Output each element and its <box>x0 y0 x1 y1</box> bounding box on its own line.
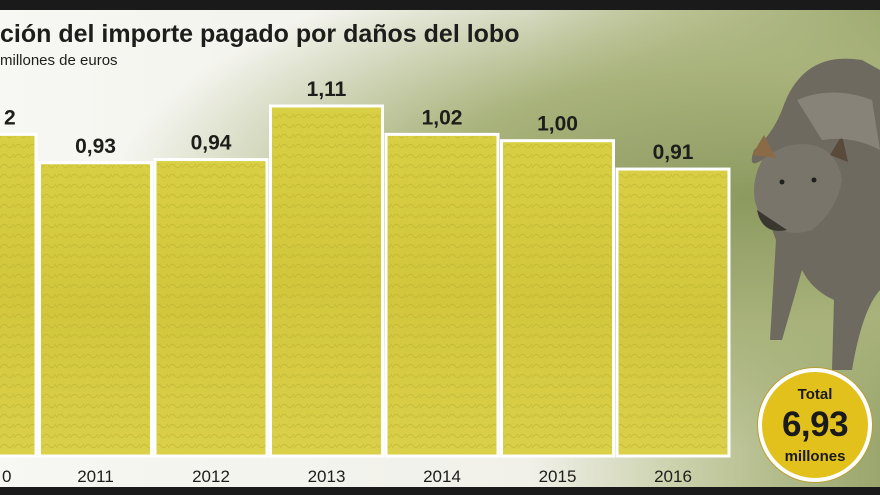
bar-texture-0 <box>0 136 34 455</box>
bar-texture-2014 <box>388 136 496 455</box>
value-label-2013: 1,11 <box>307 78 347 101</box>
chart-title: ción del importe pagado por daños del lo… <box>0 20 520 48</box>
tick-label-2016: 2016 <box>654 467 692 486</box>
bar-texture-2012 <box>157 161 265 454</box>
value-label-2011: 0,93 <box>75 135 116 158</box>
wolf-icon <box>751 58 880 370</box>
value-label-2015: 1,00 <box>537 113 578 136</box>
bar-texture-2016 <box>619 171 727 455</box>
total-unit: millones <box>784 448 846 465</box>
total-label: Total <box>797 386 833 403</box>
tick-label-2013: 2013 <box>308 467 346 486</box>
tick-label-0: 0 <box>2 467 11 486</box>
top-rule <box>0 0 880 10</box>
total-badge: Total 6,93 millones <box>758 368 872 482</box>
tick-label-2011: 2011 <box>77 467 114 486</box>
chart-subtitle: millones de euros <box>0 52 118 69</box>
bottom-rule <box>0 487 880 495</box>
tick-label-2015: 2015 <box>539 467 577 486</box>
tick-label-2014: 2014 <box>423 467 461 486</box>
total-value: 6,93 <box>781 405 849 444</box>
value-label-0: 2 <box>4 106 16 129</box>
value-label-2014: 1,02 <box>422 106 463 129</box>
bar-texture-2011 <box>41 164 150 454</box>
tick-label-2012: 2012 <box>192 467 230 486</box>
bar-texture-2015 <box>503 142 612 454</box>
value-label-2012: 0,94 <box>191 132 232 155</box>
bar-texture-2013 <box>272 108 381 454</box>
value-label-2016: 0,91 <box>653 141 694 164</box>
